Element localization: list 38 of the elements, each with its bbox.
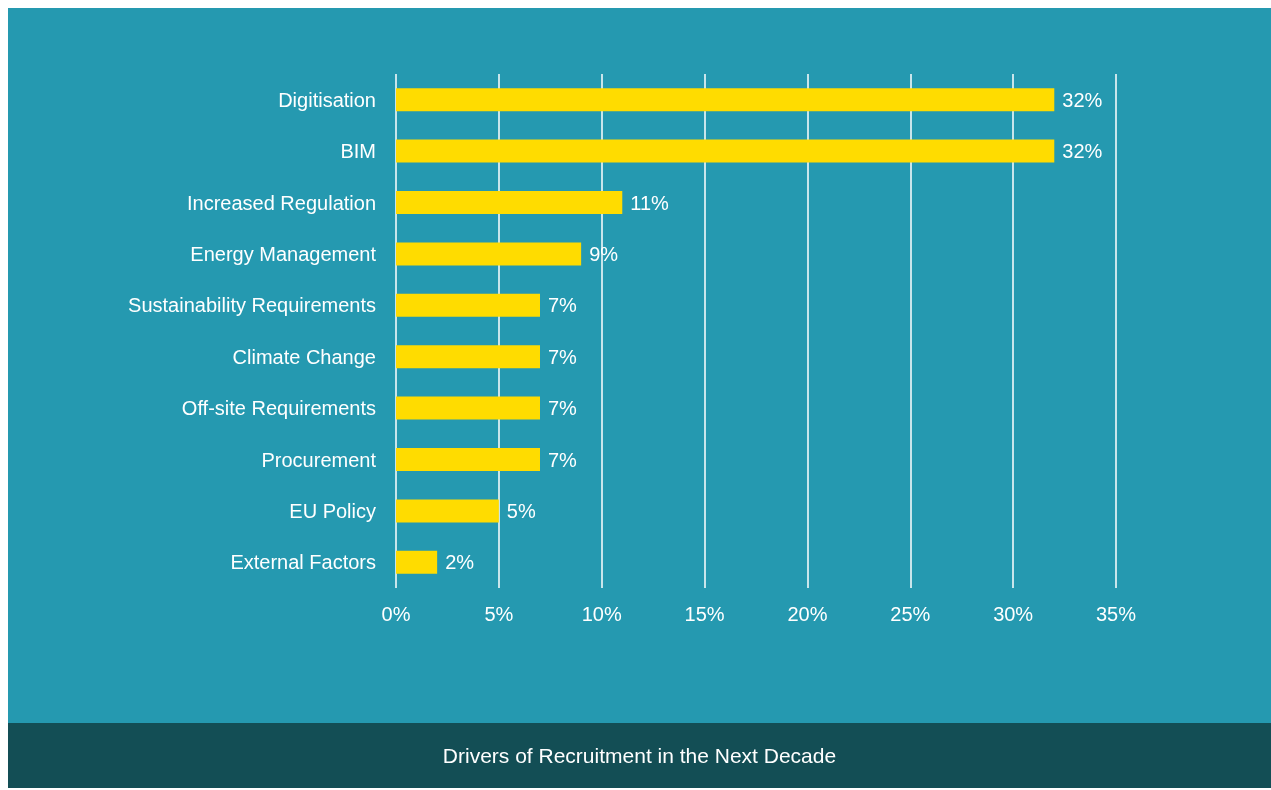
x-tick-label: 0% — [381, 603, 411, 625]
x-tick-label: 20% — [787, 603, 828, 625]
x-tick-label: 15% — [684, 603, 725, 625]
data-label: 7% — [548, 448, 578, 471]
y-tick-label: Increased Regulation — [186, 191, 376, 214]
y-tick-label: Climate Change — [232, 345, 376, 368]
data-label: 2% — [445, 551, 475, 574]
bar — [396, 499, 499, 523]
data-label: 5% — [506, 499, 536, 522]
data-label: 11% — [630, 191, 670, 214]
y-tick-label: Off-site Requirements — [181, 397, 376, 420]
y-tick-label: BIM — [340, 140, 376, 163]
bar — [396, 242, 582, 266]
y-tick-label: Energy Management — [190, 242, 377, 265]
x-tick-label: 5% — [484, 603, 514, 625]
data-label: 32% — [1062, 140, 1103, 163]
bar — [396, 448, 540, 471]
bar — [396, 550, 438, 574]
y-tick-label: Sustainability Requirements — [128, 294, 376, 317]
bar — [396, 293, 540, 317]
y-tick-label: External Factors — [230, 551, 376, 574]
x-tick-label: 10% — [581, 603, 622, 625]
data-label: 7% — [548, 345, 578, 368]
bar — [396, 139, 1055, 163]
bar — [396, 345, 540, 369]
bar — [396, 191, 623, 214]
x-tick-label: 30% — [993, 603, 1034, 625]
bar — [396, 396, 540, 420]
data-label: 7% — [548, 294, 578, 317]
data-label: 32% — [1062, 88, 1103, 111]
bar — [396, 88, 1055, 112]
x-tick-label: 35% — [1095, 603, 1137, 625]
x-tick-label: 25% — [890, 603, 931, 625]
data-label: 7% — [548, 397, 578, 420]
y-tick-label: Procurement — [261, 448, 377, 471]
text: Drivers of Recruitment in the Next Decade — [8, 723, 1271, 788]
y-tick-label: EU Policy — [289, 499, 376, 522]
y-tick-label: Digitisation — [278, 88, 376, 111]
